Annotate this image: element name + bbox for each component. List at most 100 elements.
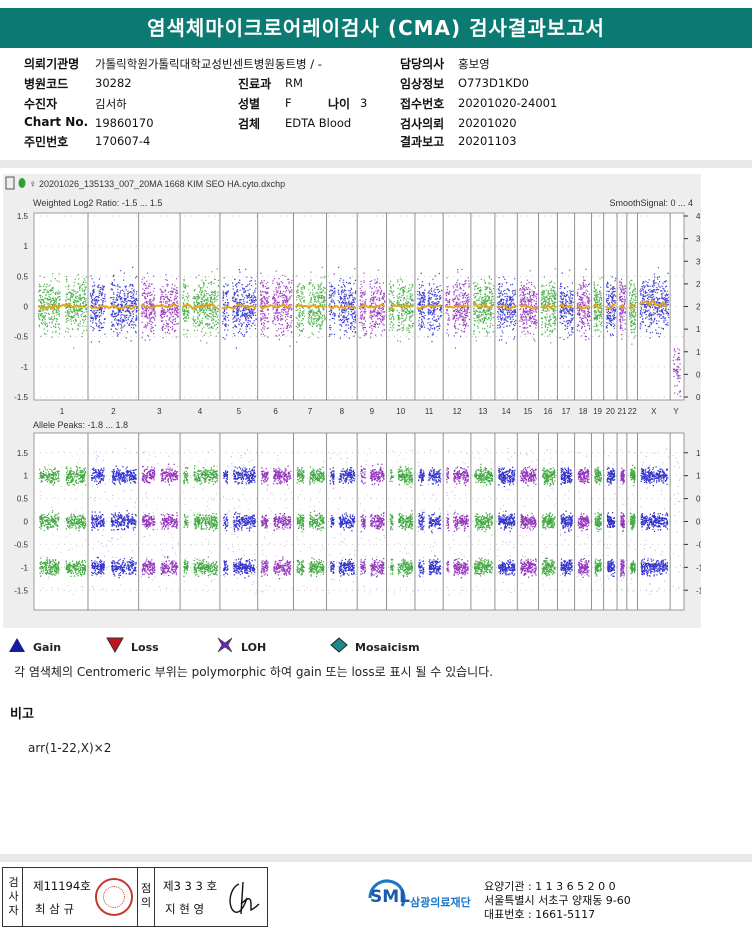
- allele-band-chr-1: [39, 465, 87, 486]
- label-request-date: 검사의뢰: [400, 117, 445, 131]
- chromosome-label-13: 13: [478, 407, 487, 416]
- top-left-tick: 1: [24, 242, 29, 251]
- allele-band-chr-8: [329, 466, 356, 485]
- file-marker-icon: [18, 178, 26, 188]
- allele-band-chr-13: [474, 512, 493, 533]
- section-divider: [0, 160, 752, 168]
- allele-band-chr-21: [620, 512, 625, 532]
- top-right-tick: 3: [696, 257, 701, 266]
- allele-band-chr-5: [223, 557, 256, 579]
- allele-band-chr-11: [418, 555, 442, 578]
- file-status-icon: [5, 176, 15, 190]
- allele-band-chr-X: [640, 558, 669, 577]
- top-left-tick: -1: [21, 363, 29, 372]
- cma-chart-panel: ♀ 20201026_135133_007_20MA 1668 KIM SEO H…: [3, 174, 701, 628]
- chromosome-label-9: 9: [370, 407, 375, 416]
- org-address: 서울특별시 서초구 양재동 9-60: [484, 894, 631, 907]
- allele-band-chr-5: [223, 511, 256, 533]
- allele-band-chr-6: [260, 512, 292, 532]
- label-sex: 성별: [238, 97, 261, 111]
- mosaicism-diamond-icon: [330, 637, 348, 653]
- allele-noise-chr-16: [541, 448, 557, 590]
- reviewer-label: 검사자: [5, 868, 23, 926]
- org-code: 요양기관 : 1 1 3 6 5 2 0 0: [484, 880, 616, 893]
- allele-band-chr-19: [594, 512, 602, 533]
- top-panel-label: Weighted Log2 Ratio: -1.5 ... 1.5: [33, 198, 162, 208]
- bottom-right-tick: 0.5: [696, 495, 701, 504]
- allele-noise-chr-20: [606, 455, 616, 580]
- allele-band-chr-21: [620, 467, 626, 485]
- sml-logo-icon: [368, 879, 406, 907]
- allele-noise-chr-3: [140, 451, 179, 589]
- confirmer-name: 지 현 영: [165, 902, 205, 916]
- top-scatter-chr-X: [639, 267, 670, 339]
- sml-logo: SML 삼광의료재단: [366, 876, 486, 922]
- allele-band-chr-9: [360, 463, 385, 486]
- allele-band-chr-7: [296, 466, 325, 485]
- bottom-right-tick: 1: [696, 472, 701, 481]
- allele-band-chr-20: [606, 512, 616, 528]
- allele-noise-chr-12: [446, 450, 470, 596]
- chromosome-label-10: 10: [396, 407, 405, 416]
- allele-band-chr-15: [520, 466, 537, 487]
- legend-loh: LOH: [216, 637, 286, 655]
- chromosome-label-22: 22: [628, 407, 637, 416]
- top-right-tick: 4: [696, 212, 701, 221]
- smooth-signal-chr-17: [558, 303, 574, 309]
- smooth-signal-chr-15: [518, 303, 538, 310]
- chromosome-label-2: 2: [111, 407, 116, 416]
- smooth-signal-chr-5: [221, 303, 257, 310]
- allele-band-chr-18: [577, 557, 590, 579]
- smooth-signal-chr-9: [358, 303, 386, 309]
- allele-band-chr-6: [260, 556, 292, 580]
- chromosome-label-7: 7: [308, 407, 313, 416]
- top-right-tick: 1: [696, 348, 701, 357]
- allele-band-chr-X: [640, 512, 669, 533]
- allele-band-chr-20: [606, 467, 616, 486]
- allele-band-chr-7: [296, 510, 325, 533]
- value-department: RM: [285, 76, 303, 90]
- chromosome-label-8: 8: [340, 407, 345, 416]
- allele-band-chr-X: [640, 466, 669, 487]
- allele-band-chr-9: [360, 512, 385, 533]
- allele-band-chr-17: [560, 558, 573, 577]
- bottom-right-tick: 1.5: [696, 449, 701, 458]
- value-patient: 김서하: [95, 97, 127, 111]
- allele-band-chr-14: [498, 466, 516, 488]
- allele-noise-chr-X: [640, 448, 670, 595]
- chromosome-label-3: 3: [157, 407, 162, 416]
- top-left-tick: 1.5: [17, 212, 29, 221]
- allele-band-chr-19: [594, 466, 602, 485]
- smooth-signal-chr-7: [295, 304, 325, 309]
- chromosome-label-X: X: [651, 407, 657, 416]
- top-scatter-chr-8: [328, 266, 357, 339]
- loss-triangle-icon: [106, 637, 124, 653]
- allele-band-chr-2: [91, 465, 137, 486]
- bottom-right-tick: -1: [696, 563, 701, 572]
- chromosome-label-17: 17: [562, 407, 571, 416]
- value-institution: 가톨릭학원가톨릭대학교성빈센트병원동트병 / -: [95, 57, 322, 71]
- top-scatter-chr-Y: [672, 348, 681, 397]
- value-resident-no: 170607-4: [95, 134, 151, 148]
- label-report-date: 결과보고: [400, 135, 445, 149]
- org-phone: 대표번호 : 1661-5117: [484, 908, 596, 921]
- allele-band-chr-8: [329, 512, 356, 532]
- chromosome-label-21: 21: [618, 407, 627, 416]
- allele-band-chr-2: [91, 556, 137, 579]
- reviewer-license: 제11194호: [33, 879, 91, 893]
- bottom-left-tick: 1: [24, 472, 29, 481]
- confirmer-label: 점의: [137, 868, 155, 926]
- allele-noise-chr-Y: [672, 455, 681, 589]
- report-title: 염색체마이크로어레이검사 (CMA) 검사결과보고서: [0, 8, 752, 48]
- smooth-signal-chr-19: [592, 302, 603, 310]
- allele-noise-chr-4: [182, 449, 218, 592]
- allele-band-chr-2: [91, 510, 137, 531]
- smooth-signal-chr-2: [89, 303, 138, 311]
- allele-noise-chr-6: [260, 451, 293, 593]
- allele-band-chr-10: [389, 510, 414, 531]
- value-hospital-code: 30282: [95, 76, 132, 90]
- top-left-tick: 0: [24, 303, 29, 312]
- value-chart-no: 19860170: [95, 116, 154, 130]
- bottom-left-tick: 0: [24, 518, 29, 527]
- top-scatter-chr-19: [593, 276, 603, 337]
